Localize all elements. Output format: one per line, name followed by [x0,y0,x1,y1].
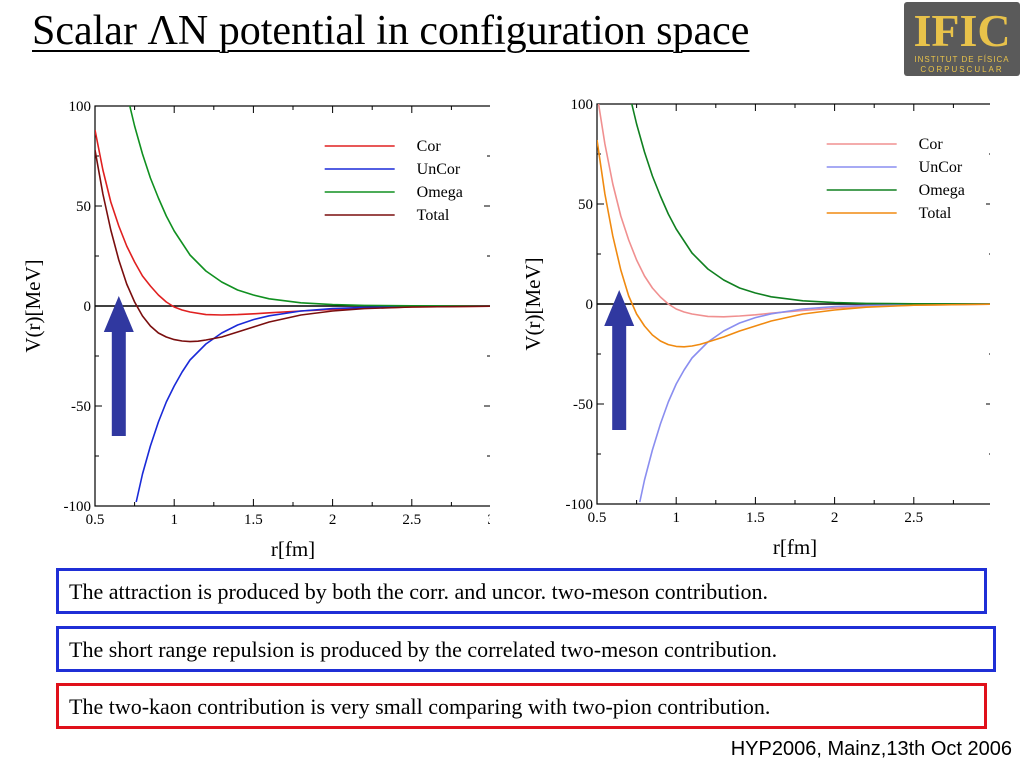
chart-left-series-group [95,106,490,503]
chart-left-xtick-label: 0.5 [86,512,105,528]
chart-right-xlabel: r[fm] [773,535,817,559]
chart-right-xtick-label: 2 [831,510,839,526]
note-two-kaon: The two-kaon contribution is very small … [56,683,987,729]
chart-left-ytick-label: -50 [71,399,91,415]
logo-subtext-1: INSTITUT DE FÍSICA [914,55,1009,64]
chart-right-series-total [597,139,990,348]
chart-right-xtick-label: 1.5 [746,510,765,526]
chart-left-legend-label: UnCor [417,161,461,178]
chart-left-series-omega [129,106,490,307]
chart-right-legend-label: Total [919,205,952,222]
chart-left: 0.5 1 1.5 2 2.5 3 -100 -50 0 50 100 Cor UnCor Omega To… [21,99,490,561]
chart-left-ytick-label: -100 [64,499,92,515]
chart-right-ylabel: V(r)[MeV] [521,257,545,350]
chart-left-xlabel: r[fm] [271,537,315,561]
chart-left-series-uncor [135,305,490,503]
chart-left-ytick-label: 100 [69,99,92,115]
chart-right-legend-label: Cor [919,136,944,153]
chart-panel-right: 0.5 1 1.5 2 2.5 3 -100 -50 0 50 100 Cor UnCor Omega To… [520,88,990,563]
chart-right-legend-label: UnCor [919,159,963,176]
chart-right-ytick-label: 100 [571,97,594,113]
chart-right-xtick-label: 2.5 [904,510,923,526]
chart-right-xtick-label: 0.5 [588,510,607,526]
chart-left-ylabel: V(r)[MeV] [21,259,45,352]
chart-right-arrow [604,290,635,430]
chart-left-xtick-label: 2 [329,512,337,528]
chart-panel-left: 0.5 1 1.5 2 2.5 3 -100 -50 0 50 100 Cor UnCor Omega To… [20,88,490,563]
chart-right-series-uncor [639,303,990,503]
chart-left-ytick-label: 50 [76,199,91,215]
chart-left-xtick-label: 1.5 [244,512,263,528]
chart-right-series-cor [597,104,990,318]
chart-right-xtick-label: 3 [989,510,990,526]
note-short-range-repulsion: The short range repulsion is produced by… [56,626,996,672]
chart-right-series-omega [631,104,990,305]
chart-left-legend-label: Total [417,207,450,224]
logo-background [904,2,1020,76]
chart-right-xtick-label: 1 [672,510,680,526]
chart-right-legend-label: Omega [919,182,965,199]
ific-logo: IFIC INSTITUT DE FÍSICA CORPUSCULAR [904,2,1020,76]
logo-subtext-2: CORPUSCULAR [920,65,1003,74]
chart-right: 0.5 1 1.5 2 2.5 3 -100 -50 0 50 100 Cor UnCor Omega To… [521,97,990,559]
page-title: Scalar ΛN potential in configuration spa… [32,8,750,54]
logo-text: IFIC [913,5,1010,56]
chart-left-series-total [95,149,490,343]
chart-left-xtick-label: 2.5 [402,512,421,528]
chart-right-ytick-label: 0 [586,297,594,313]
chart-left-xtick-label: 3 [487,512,490,528]
chart-left-legend-label: Omega [417,184,463,201]
note-attraction: The attraction is produced by both the c… [56,568,987,614]
footer-conference: HYP2006, Mainz,13th Oct 2006 [730,738,1012,760]
chart-left-legend-label: Cor [417,138,442,155]
chart-right-ytick-label: 50 [578,197,593,213]
chart-left-xtick-label: 1 [170,512,178,528]
chart-left-ytick-label: 0 [84,299,92,315]
chart-right-ytick-label: -100 [566,497,594,513]
chart-right-series-group [597,104,990,503]
chart-right-ytick-label: -50 [573,397,593,413]
chart-left-arrow [103,296,134,436]
